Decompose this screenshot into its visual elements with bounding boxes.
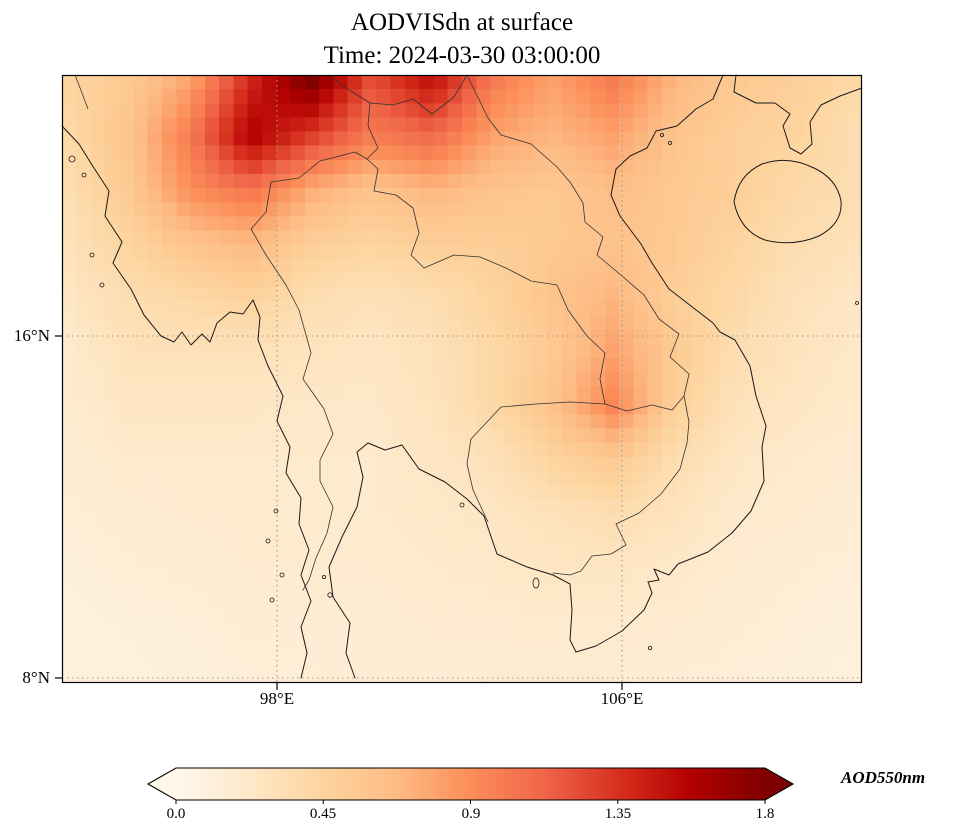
axes-frame: [61, 74, 863, 684]
island-speck: [327, 592, 333, 598]
coastline-china-leizhou: [733, 74, 863, 155]
island-speck: [265, 538, 271, 544]
island-speck: [668, 141, 673, 146]
colorbar-tick-marks: [175, 800, 766, 804]
island-speck: [68, 155, 76, 163]
country-border-layer: [74, 74, 690, 591]
border-myanmar-thailand: [250, 151, 368, 591]
colorbar-tick-label: 1.35: [604, 806, 632, 822]
coastline-gulf-vietnam: [328, 74, 767, 679]
plot-title-line2: Time: 2024-03-30 03:00:00: [323, 42, 601, 69]
island-speck: [459, 502, 465, 508]
map-axes: [55, 74, 863, 690]
colorbar-tick-label: 0.9: [461, 806, 481, 822]
coastline-hainan-island: [733, 159, 842, 244]
island-speck: [321, 574, 326, 579]
colorbar-tick-label: 1.8: [755, 806, 775, 822]
ytick-label-16n: 16°N: [13, 326, 50, 345]
island-speck: [279, 572, 285, 578]
island-layer: [68, 133, 859, 651]
colorbar: [146, 767, 795, 804]
colorbar-tick-label: 0.0: [166, 806, 186, 822]
island-speck: [269, 597, 275, 603]
xtick-label-106e: 106°E: [600, 689, 644, 708]
coastline-layer: [61, 74, 863, 679]
island-speck: [99, 282, 105, 288]
plot-title: AODVISdn at surface Time: 2024-03-30 03:…: [62, 6, 862, 72]
aod-heatmap-canvas: [62, 75, 862, 683]
island-phu-quoc: [532, 577, 540, 589]
border-thailand-cambodia: [466, 401, 606, 523]
border-china: [328, 74, 468, 115]
border-myanmar-bangladesh: [74, 74, 89, 110]
border-laos-cambodia: [604, 395, 685, 412]
colorbar-tick-label: 0.45: [309, 806, 337, 822]
colorbar-right-arrow: [765, 768, 793, 800]
axis-tick-marks: [55, 335, 623, 690]
island-speck: [81, 172, 87, 178]
island-speck: [855, 301, 859, 305]
island-speck: [273, 508, 279, 514]
island-speck: [648, 646, 653, 651]
island-speck: [660, 133, 665, 138]
ytick-label-8n: 8°N: [22, 668, 50, 687]
border-myanmar-laos: [366, 102, 379, 160]
island-speck: [89, 252, 95, 258]
coastline-myanmar-west: [61, 125, 312, 679]
xtick-label-98e: 98°E: [259, 689, 295, 708]
colorbar-label: AOD550nm: [841, 768, 926, 787]
border-laos-vietnam-cambodia: [466, 74, 690, 576]
colorbar-left-arrow: [148, 768, 176, 800]
colorbar-gradient-bar: [176, 768, 765, 800]
plot-title-line1: AODVISdn at surface: [350, 9, 574, 36]
border-thailand-laos: [366, 158, 606, 405]
gridlines: [62, 75, 862, 683]
map-overlay: [55, 74, 863, 690]
